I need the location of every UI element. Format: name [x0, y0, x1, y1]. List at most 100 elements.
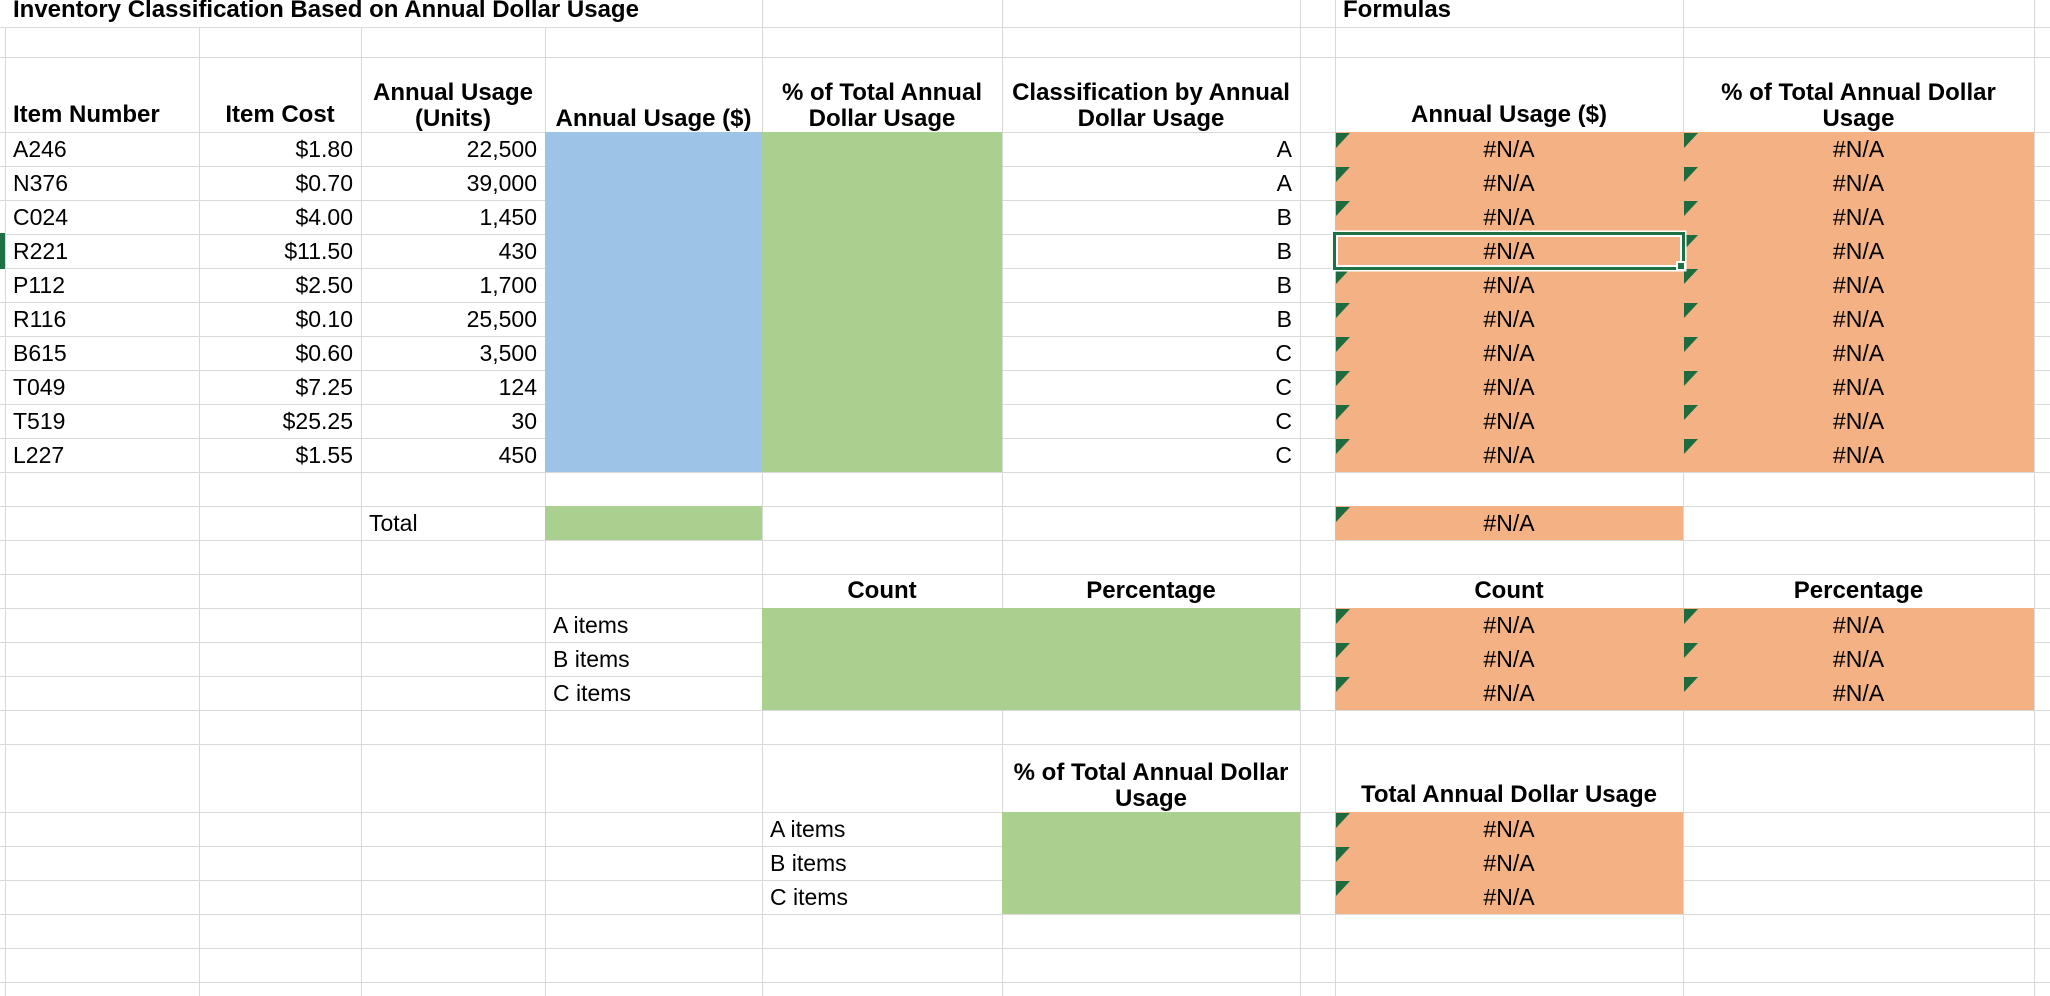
cell-formula-percentage[interactable]: #N/A	[1832, 680, 1885, 706]
cell-classification[interactable]: A	[1276, 170, 1292, 196]
cell-formula-pct[interactable]: #N/A	[1832, 272, 1885, 298]
cell-fill[interactable]	[1683, 608, 2034, 710]
title-cell[interactable]: Inventory Classification Based on Annual…	[13, 0, 639, 23]
cell-units[interactable]: 430	[498, 238, 537, 264]
cell-units[interactable]: 39,000	[466, 170, 537, 196]
cell-fill[interactable]	[1002, 812, 1300, 914]
cell-units[interactable]: 3,500	[479, 340, 537, 366]
header-count[interactable]: Count	[847, 577, 917, 604]
cell-formula-count[interactable]: #N/A	[1483, 680, 1535, 706]
cell-item-number[interactable]: T049	[13, 374, 66, 400]
cell-classification[interactable]: C	[1275, 374, 1292, 400]
cell-item-number[interactable]: L227	[13, 442, 65, 468]
cell-fill[interactable]	[1335, 608, 1683, 710]
formula-header-percentage[interactable]: Percentage	[1793, 577, 1924, 604]
header-annual-usage-dollars[interactable]: Annual Usage ($)	[555, 105, 752, 132]
cell-classification[interactable]: B	[1276, 306, 1292, 332]
cell-formula-count[interactable]: #N/A	[1483, 612, 1535, 638]
header-annual-usage-units[interactable]: Annual Usage (Units)	[372, 79, 534, 132]
cell-formula-pct[interactable]: #N/A	[1832, 170, 1885, 196]
cell-classification[interactable]: B	[1276, 238, 1292, 264]
cell-formula-usd[interactable]: #N/A	[1483, 136, 1535, 162]
formula-header-count[interactable]: Count	[1474, 577, 1544, 604]
cell-formula-count[interactable]: #N/A	[1483, 646, 1535, 672]
cell-units[interactable]: 124	[498, 374, 537, 400]
cell-units[interactable]: 25,500	[466, 306, 537, 332]
cell-formula-pct[interactable]: #N/A	[1832, 408, 1885, 434]
cell-formula-pct[interactable]: #N/A	[1832, 442, 1885, 468]
cell-formula-usd[interactable]: #N/A	[1483, 442, 1535, 468]
cell-formula-usd[interactable]: #N/A	[1483, 408, 1535, 434]
formula-header-annual-usage-dollars[interactable]: Annual Usage ($)	[1410, 101, 1608, 128]
header-classification[interactable]: Classification by Annual Dollar Usage	[1012, 79, 1290, 132]
cell-classification[interactable]: B	[1276, 272, 1292, 298]
cell-fill[interactable]	[1335, 812, 1683, 914]
cell-formula-usd[interactable]: #N/A	[1483, 306, 1535, 332]
cell-item-cost[interactable]: $25.25	[282, 408, 353, 434]
cell-count-label[interactable]: A items	[553, 612, 629, 638]
cell-formula-usd[interactable]: #N/A	[1483, 340, 1535, 366]
cell-item-cost[interactable]: $4.00	[295, 204, 353, 230]
formula-header-pct-total[interactable]: % of Total Annual Dollar Usage	[1721, 79, 1996, 132]
cell-formula-pct[interactable]: #N/A	[1832, 306, 1885, 332]
cell-item-cost[interactable]: $11.50	[284, 238, 353, 264]
cell-formula-total-usage[interactable]: #N/A	[1483, 850, 1535, 876]
cell-count-label[interactable]: B items	[553, 646, 630, 672]
cell-formula-pct[interactable]: #N/A	[1832, 374, 1885, 400]
cell-item-number[interactable]: P112	[13, 272, 66, 298]
total-label-cell[interactable]: Total	[369, 510, 418, 536]
header-total-annual-dollar-usage[interactable]: Total Annual Dollar Usage	[1360, 781, 1658, 808]
cell-units[interactable]: 450	[498, 442, 537, 468]
cell-item-cost[interactable]: $7.25	[295, 374, 353, 400]
cell-classification[interactable]: C	[1275, 408, 1292, 434]
header-item-number[interactable]: Item Number	[13, 101, 160, 128]
cell-classification[interactable]: A	[1276, 136, 1292, 162]
cell-item-number[interactable]: T519	[13, 408, 66, 434]
cell-formula-pct[interactable]: #N/A	[1832, 204, 1885, 230]
cell-formula-usd[interactable]: #N/A	[1483, 374, 1535, 400]
header-item-cost[interactable]: Item Cost	[225, 101, 335, 128]
cell-item-number[interactable]: A246	[13, 136, 67, 162]
cell-fill[interactable]	[762, 132, 1002, 472]
cell-units[interactable]: 22,500	[466, 136, 537, 162]
cell-item-cost[interactable]: $0.60	[295, 340, 353, 366]
cell-classification[interactable]: B	[1276, 204, 1292, 230]
cell-formula-pct[interactable]: #N/A	[1832, 238, 1885, 264]
cell-fill[interactable]	[1335, 132, 1683, 472]
cell-formula-total-usage[interactable]: #N/A	[1483, 884, 1535, 910]
cell-pct-label[interactable]: A items	[770, 816, 846, 842]
cell-fill[interactable]	[545, 132, 762, 472]
cell-item-cost[interactable]: $0.10	[295, 306, 353, 332]
header-percentage[interactable]: Percentage	[1086, 577, 1216, 604]
cell-units[interactable]: 1,450	[479, 204, 537, 230]
cell-item-cost[interactable]: $0.70	[295, 170, 353, 196]
selection-fill-handle[interactable]	[1676, 261, 1686, 271]
cell-item-number[interactable]: N376	[13, 170, 68, 196]
cell-item-number[interactable]: R116	[13, 306, 67, 332]
cell-formula-percentage[interactable]: #N/A	[1832, 646, 1885, 672]
cell-formula-usd[interactable]: #N/A	[1483, 170, 1535, 196]
cell-count-label[interactable]: C items	[553, 680, 631, 706]
cell-item-number[interactable]: C024	[13, 204, 68, 230]
cell-pct-label[interactable]: B items	[770, 850, 847, 876]
cell-fill[interactable]	[1683, 132, 2034, 472]
cell-formula-pct[interactable]: #N/A	[1832, 340, 1885, 366]
header-pct-total[interactable]: % of Total Annual Dollar Usage	[782, 79, 982, 132]
cell-formula-usd[interactable]: #N/A	[1483, 272, 1535, 298]
cell-item-number[interactable]: B615	[13, 340, 67, 366]
cell-formula-pct[interactable]: #N/A	[1832, 136, 1885, 162]
cell-item-number[interactable]: R221	[13, 238, 68, 264]
cell-formula-percentage[interactable]: #N/A	[1832, 612, 1885, 638]
cell-classification[interactable]: C	[1275, 442, 1292, 468]
cell-classification[interactable]: C	[1275, 340, 1292, 366]
cell-fill[interactable]	[762, 608, 1300, 710]
cell-pct-label[interactable]: C items	[770, 884, 848, 910]
formula-total-value-cell[interactable]: #N/A	[1483, 510, 1535, 536]
cell-units[interactable]: 30	[511, 408, 537, 434]
header-pct-total-lower[interactable]: % of Total Annual Dollar Usage	[1013, 759, 1289, 812]
cell-units[interactable]: 1,700	[479, 272, 537, 298]
cell-formula-usd[interactable]: #N/A	[1483, 238, 1535, 264]
cell-item-cost[interactable]: $1.55	[295, 442, 353, 468]
cell-item-cost[interactable]: $1.80	[295, 136, 353, 162]
